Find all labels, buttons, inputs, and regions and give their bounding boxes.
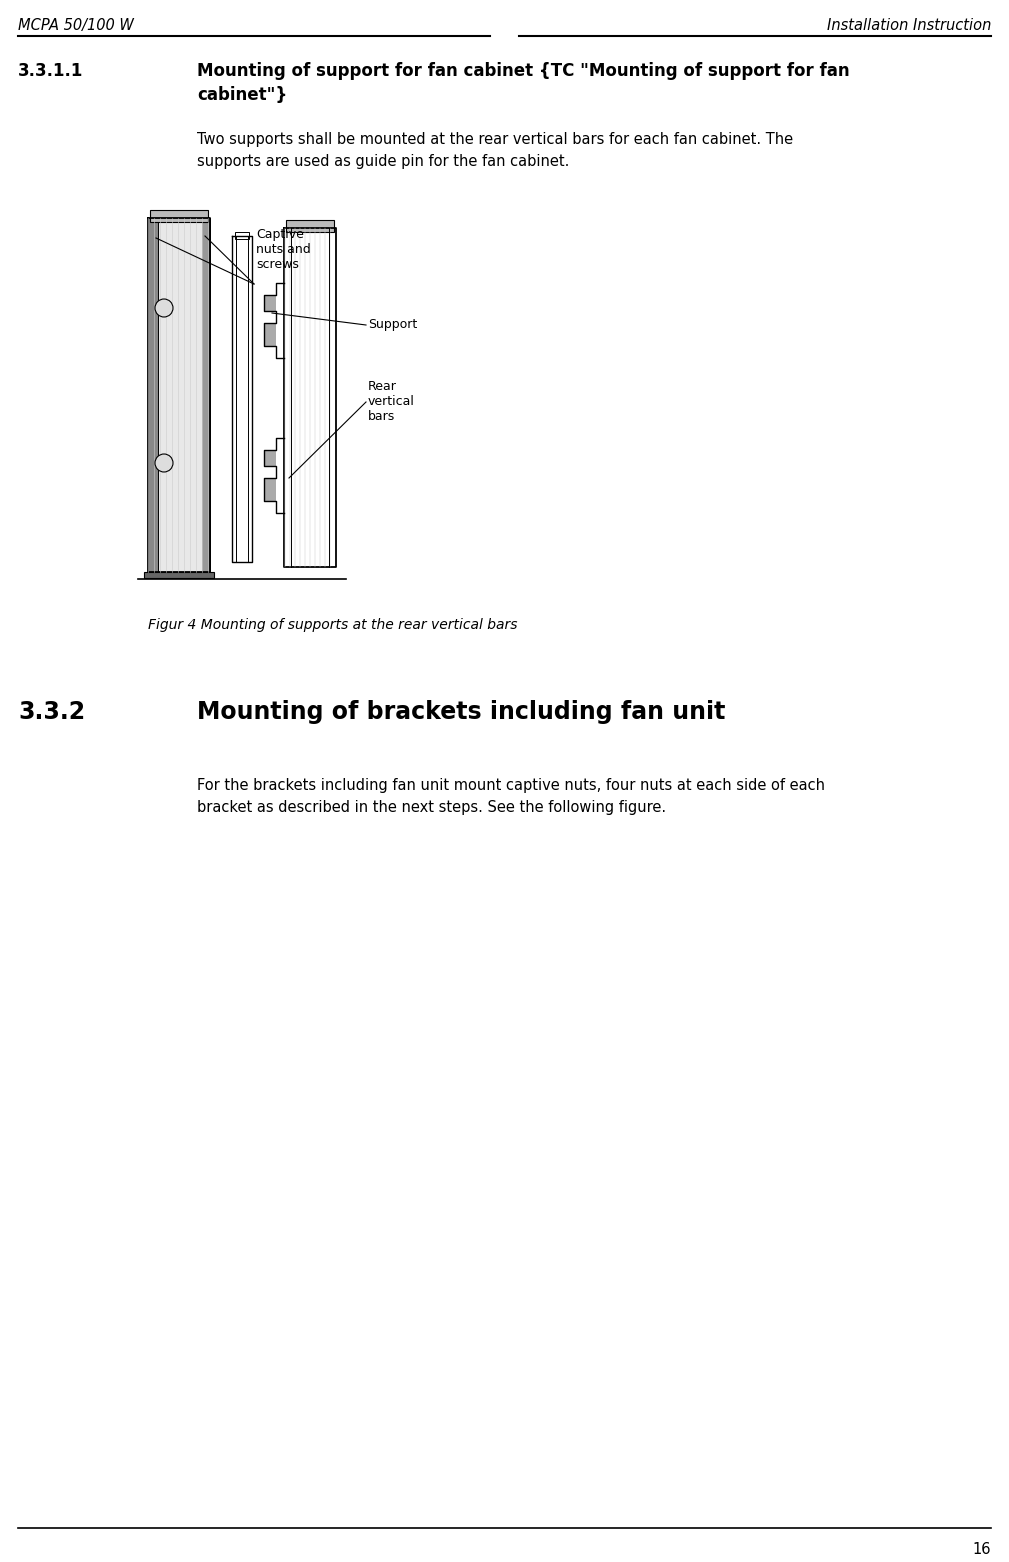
Text: Support: Support xyxy=(368,319,418,331)
Text: bracket as described in the next steps. See the following figure.: bracket as described in the next steps. … xyxy=(197,800,666,815)
Circle shape xyxy=(155,298,173,317)
Text: For the brackets including fan unit mount captive nuts, four nuts at each side o: For the brackets including fan unit moun… xyxy=(197,778,825,793)
Text: Mounting of brackets including fan unit: Mounting of brackets including fan unit xyxy=(197,700,725,725)
Bar xyxy=(144,572,214,578)
Text: Figur 4 Mounting of supports at the rear vertical bars: Figur 4 Mounting of supports at the rear… xyxy=(148,619,518,633)
Text: Installation Instruction: Installation Instruction xyxy=(826,19,991,33)
Text: supports are used as guide pin for the fan cabinet.: supports are used as guide pin for the f… xyxy=(197,155,569,169)
Bar xyxy=(150,209,208,222)
Bar xyxy=(202,219,210,572)
Text: Captive
nuts and
screws: Captive nuts and screws xyxy=(256,228,311,270)
Bar xyxy=(235,233,249,239)
Text: Mounting of support for fan cabinet {TC "Mounting of support for fan: Mounting of support for fan cabinet {TC … xyxy=(197,62,850,80)
Text: cabinet"}: cabinet"} xyxy=(197,86,288,105)
Text: Rear
vertical
bars: Rear vertical bars xyxy=(368,380,415,423)
Bar xyxy=(264,450,276,465)
Bar xyxy=(148,219,158,572)
Bar xyxy=(158,219,210,572)
Text: 16: 16 xyxy=(973,1542,991,1557)
Bar xyxy=(264,295,276,311)
Text: MCPA 50/100 W: MCPA 50/100 W xyxy=(18,19,134,33)
Circle shape xyxy=(155,455,173,472)
Bar xyxy=(264,478,276,501)
Text: 3.3.1.1: 3.3.1.1 xyxy=(18,62,84,80)
Text: 3.3.2: 3.3.2 xyxy=(18,700,85,725)
Bar xyxy=(286,220,334,233)
Text: Two supports shall be mounted at the rear vertical bars for each fan cabinet. Th: Two supports shall be mounted at the rea… xyxy=(197,133,793,147)
Bar xyxy=(264,323,276,347)
